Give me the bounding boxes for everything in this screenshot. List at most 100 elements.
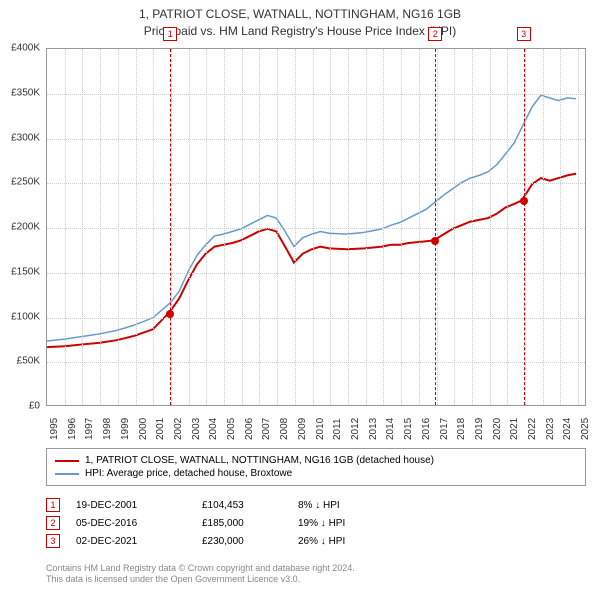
gridline-h <box>47 183 585 184</box>
gridline-v <box>543 49 544 405</box>
x-tick-label: 2022 <box>527 418 538 440</box>
event-date: 02-DEC-2021 <box>76 536 186 547</box>
series-hpi <box>47 95 576 341</box>
gridline-v <box>65 49 66 405</box>
event-diff: 8% ↓ HPI <box>298 500 586 511</box>
x-tick-label: 1998 <box>102 418 113 440</box>
x-tick-label: 2004 <box>208 418 219 440</box>
x-tick-label: 2014 <box>385 418 396 440</box>
x-axis: 1995 1996 1997 1998 1999 2000 2001 2002 2003 2004… <box>46 408 586 448</box>
x-tick-label: 2025 <box>580 418 591 440</box>
chart-container: 1, PATRIOT CLOSE, WATNALL, NOTTINGHAM, N… <box>0 0 600 590</box>
gridline-h <box>47 318 585 319</box>
gridline-v <box>525 49 526 405</box>
y-tick-label: £300K <box>11 132 40 143</box>
x-tick-label: 2024 <box>562 418 573 440</box>
gridline-v <box>560 49 561 405</box>
y-tick-label: £50K <box>17 356 40 367</box>
gridline-v <box>189 49 190 405</box>
event-marker-2: 2 <box>428 27 442 41</box>
gridline-v <box>454 49 455 405</box>
gridline-h <box>47 228 585 229</box>
gridline-v <box>153 49 154 405</box>
gridline-v <box>578 49 579 405</box>
x-tick-label: 1999 <box>120 418 131 440</box>
gridline-v <box>100 49 101 405</box>
y-tick-label: £100K <box>11 311 40 322</box>
event-date: 05-DEC-2016 <box>76 518 186 529</box>
events-table: 119-DEC-2001£104,4538% ↓ HPI205-DEC-2016… <box>46 494 586 552</box>
gridline-v <box>437 49 438 405</box>
x-tick-label: 2015 <box>403 418 414 440</box>
event-date: 19-DEC-2001 <box>76 500 186 511</box>
x-tick-label: 1997 <box>84 418 95 440</box>
x-tick-label: 2005 <box>226 418 237 440</box>
x-tick-label: 1995 <box>49 418 60 440</box>
gridline-v <box>383 49 384 405</box>
gridline-v <box>348 49 349 405</box>
x-tick-label: 2018 <box>456 418 467 440</box>
chart-title-line1: 1, PATRIOT CLOSE, WATNALL, NOTTINGHAM, N… <box>0 6 600 23</box>
event-line <box>524 49 525 405</box>
gridline-v <box>330 49 331 405</box>
x-tick-label: 2020 <box>492 418 503 440</box>
event-point-2 <box>431 237 439 245</box>
x-tick-label: 2006 <box>244 418 255 440</box>
footer-attribution: Contains HM Land Registry data © Crown c… <box>46 563 355 586</box>
x-tick-label: 2000 <box>138 418 149 440</box>
x-tick-label: 1996 <box>67 418 78 440</box>
event-line <box>435 49 436 405</box>
gridline-v <box>472 49 473 405</box>
chart-plot-area: 123 <box>46 48 586 406</box>
x-tick-label: 2023 <box>545 418 556 440</box>
y-tick-label: £0 <box>29 401 40 412</box>
event-marker-3: 3 <box>517 27 531 41</box>
gridline-h <box>47 139 585 140</box>
y-axis: £0£50K£100K£150K£200K£250K£300K£350K£400… <box>0 48 44 406</box>
legend-label: 1, PATRIOT CLOSE, WATNALL, NOTTINGHAM, N… <box>85 455 434 466</box>
legend-row: 1, PATRIOT CLOSE, WATNALL, NOTTINGHAM, N… <box>55 455 577 466</box>
x-tick-label: 2011 <box>332 418 343 440</box>
legend: 1, PATRIOT CLOSE, WATNALL, NOTTINGHAM, N… <box>46 448 586 486</box>
y-tick-label: £400K <box>11 43 40 54</box>
event-line <box>170 49 171 405</box>
event-table-row: 119-DEC-2001£104,4538% ↓ HPI <box>46 498 586 512</box>
event-point-1 <box>166 310 174 318</box>
x-tick-label: 2001 <box>155 418 166 440</box>
x-tick-label: 2013 <box>368 418 379 440</box>
footer-line1: Contains HM Land Registry data © Crown c… <box>46 563 355 575</box>
gridline-v <box>295 49 296 405</box>
event-diff: 19% ↓ HPI <box>298 518 586 529</box>
legend-row: HPI: Average price, detached house, Brox… <box>55 468 577 479</box>
y-tick-label: £150K <box>11 266 40 277</box>
gridline-v <box>242 49 243 405</box>
chart-series-svg <box>47 49 585 405</box>
legend-swatch <box>55 460 79 462</box>
event-num-box: 2 <box>46 516 60 530</box>
gridline-v <box>366 49 367 405</box>
x-tick-label: 2019 <box>474 418 485 440</box>
event-num-box: 3 <box>46 534 60 548</box>
y-tick-label: £350K <box>11 87 40 98</box>
gridline-v <box>224 49 225 405</box>
event-marker-1: 1 <box>163 27 177 41</box>
chart-title-block: 1, PATRIOT CLOSE, WATNALL, NOTTINGHAM, N… <box>0 0 600 40</box>
gridline-v <box>313 49 314 405</box>
event-table-row: 2 05-DEC-2016 £185,000 19% ↓ HPI <box>46 516 586 530</box>
series-price_paid <box>47 174 576 348</box>
event-price: £185,000 <box>202 518 282 529</box>
event-point-3 <box>520 197 528 205</box>
gridline-v <box>490 49 491 405</box>
gridline-v <box>419 49 420 405</box>
x-tick-label: 2003 <box>191 418 202 440</box>
gridline-v <box>136 49 137 405</box>
footer-line2: This data is licensed under the Open Gov… <box>46 574 355 586</box>
x-tick-label: 2010 <box>315 418 326 440</box>
event-num-box: 1 <box>46 498 60 512</box>
gridline-v <box>401 49 402 405</box>
gridline-v <box>507 49 508 405</box>
gridline-v <box>118 49 119 405</box>
x-tick-label: 2016 <box>421 418 432 440</box>
x-tick-label: 2002 <box>173 418 184 440</box>
legend-swatch <box>55 473 79 475</box>
